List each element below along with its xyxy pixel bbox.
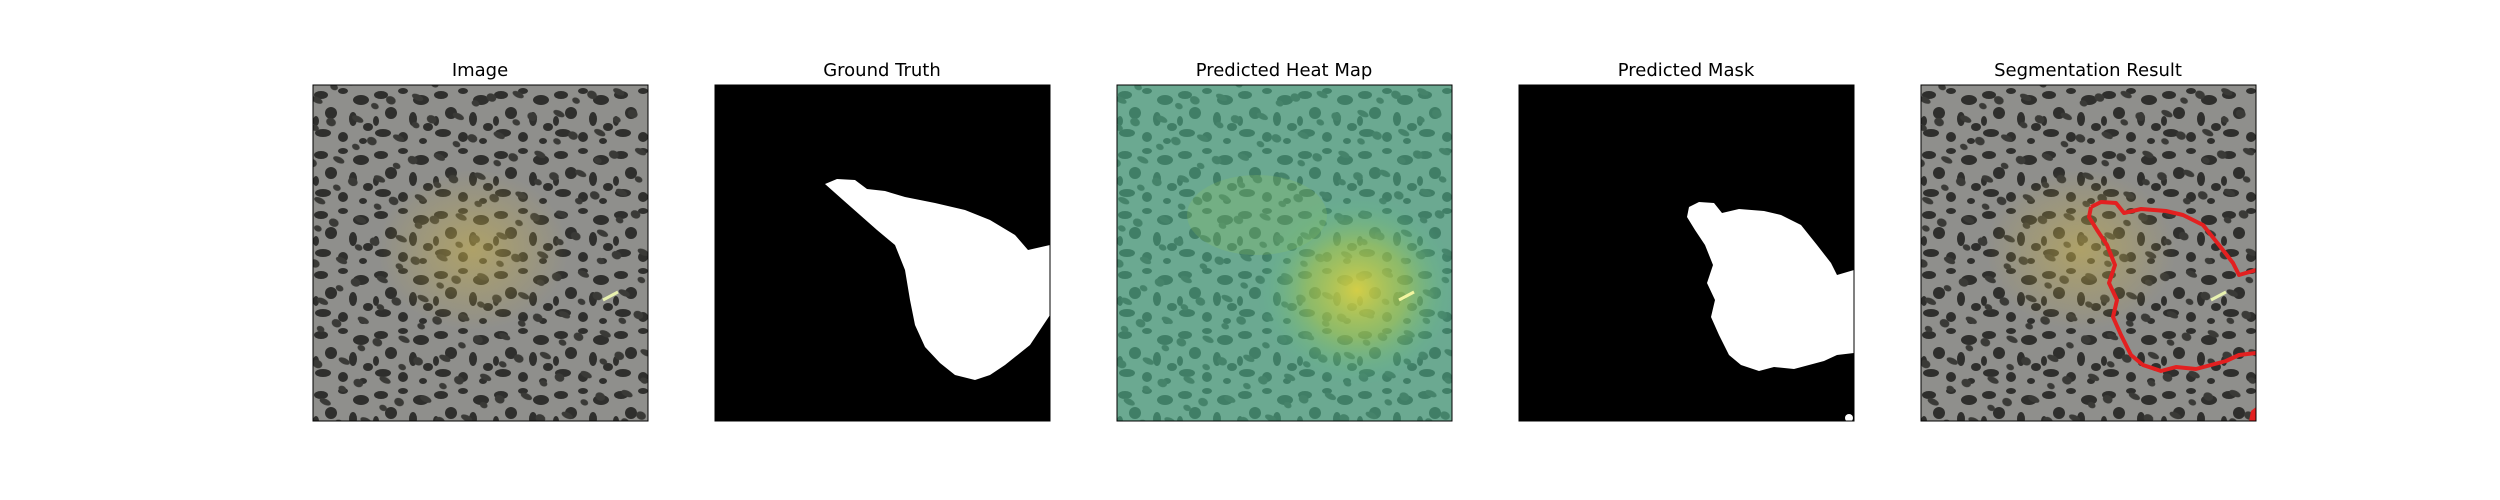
panel-predicted-mask [1518,84,1855,422]
heat-hotspot [1257,195,1452,385]
lesion-highlight [378,170,568,330]
panel-title-predicted-mask: Predicted Mask [1618,60,1755,81]
ground-truth-mask [825,179,1050,380]
panel-title-ground-truth: Ground Truth [823,60,941,81]
panel-title-image: Image [452,60,508,81]
panel-image [312,84,649,422]
panel-predicted-heat-map [1116,84,1453,422]
panel-ground-truth [714,84,1051,422]
panel-title-segmentation-result: Segmentation Result [1994,60,2182,81]
panel-title-predicted-heat-map: Predicted Heat Map [1196,60,1373,81]
predicted-mask-region [1687,202,1854,371]
panel-segmentation-result [1920,84,2257,422]
segmentation-contour [2087,200,2256,373]
